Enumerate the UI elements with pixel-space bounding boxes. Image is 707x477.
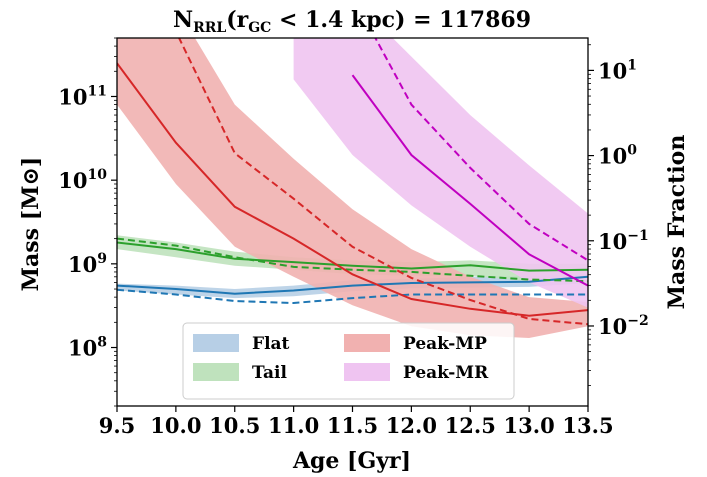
x-tick-label: 11.5 xyxy=(327,413,378,438)
x-tick-label: 13.5 xyxy=(562,413,613,438)
legend-label-peak-mp: Peak-MP xyxy=(403,334,487,354)
x-tick-label: 12.0 xyxy=(386,413,437,438)
line-flat-dashed xyxy=(117,288,588,305)
y-tick-label: 108 xyxy=(68,335,107,361)
legend-label-tail: Tail xyxy=(252,363,287,383)
line-peak-mp-solid xyxy=(117,62,588,317)
line-peak-mp-dashed xyxy=(177,38,588,326)
legend-swatch-tail xyxy=(193,363,239,381)
x-tick-label: 11.0 xyxy=(268,413,319,438)
y-axis-ticks: 108 109 1010 1011 xyxy=(58,37,117,407)
line-tail-dashed xyxy=(117,237,588,283)
legend: Flat Tail Peak-MP Peak-MR xyxy=(182,322,515,400)
legend-label-peak-mr: Peak-MR xyxy=(403,363,489,383)
band-peak-mr xyxy=(293,38,588,308)
confidence-bands xyxy=(117,38,588,338)
y-right-tick-label: 10−2 xyxy=(598,313,649,339)
x-tick-label: 12.5 xyxy=(445,413,496,438)
series-lines xyxy=(117,38,588,326)
y-tick-label: 1011 xyxy=(58,83,107,109)
legend-swatch-peak-mp xyxy=(344,334,390,352)
chart-title: NRRL(rGC < 1.4 kpc) = 117869 xyxy=(173,7,531,36)
line-peak-mr-solid xyxy=(351,74,588,287)
legend-label-flat: Flat xyxy=(252,334,290,354)
line-flat-solid xyxy=(117,275,588,295)
y-axis-title: Mass [M⊙] xyxy=(18,157,44,292)
x-axis-title: Age [Gyr] xyxy=(292,448,411,474)
x-tick-label: 9.5 xyxy=(99,413,136,438)
x-tick-label: 13.0 xyxy=(504,413,555,438)
band-peak-mp xyxy=(117,38,588,338)
line-peak-mr-dashed xyxy=(374,38,588,262)
legend-swatch-flat xyxy=(193,334,239,352)
legend-swatch-peak-mr xyxy=(344,363,390,381)
x-tick-label: 10.5 xyxy=(209,413,260,438)
y-right-tick-label: 100 xyxy=(598,143,637,169)
y-tick-label: 1010 xyxy=(58,167,107,193)
y-axis-right-title: Mass Fraction xyxy=(664,135,690,310)
y-right-tick-label: 10−1 xyxy=(598,228,649,254)
y-right-tick-label: 101 xyxy=(598,57,637,83)
y-tick-label: 109 xyxy=(68,251,107,277)
y-axis-right-ticks: 10−2 10−1 100 101 xyxy=(588,44,649,386)
x-axis-ticks: 9.5 10.0 10.5 11.0 11.5 12.0 12.5 13.0 13.5 xyxy=(99,406,614,438)
band-tail xyxy=(117,235,588,283)
x-tick-label: 10.0 xyxy=(150,413,201,438)
line-tail-solid xyxy=(117,241,588,272)
legend-frame xyxy=(182,322,515,400)
